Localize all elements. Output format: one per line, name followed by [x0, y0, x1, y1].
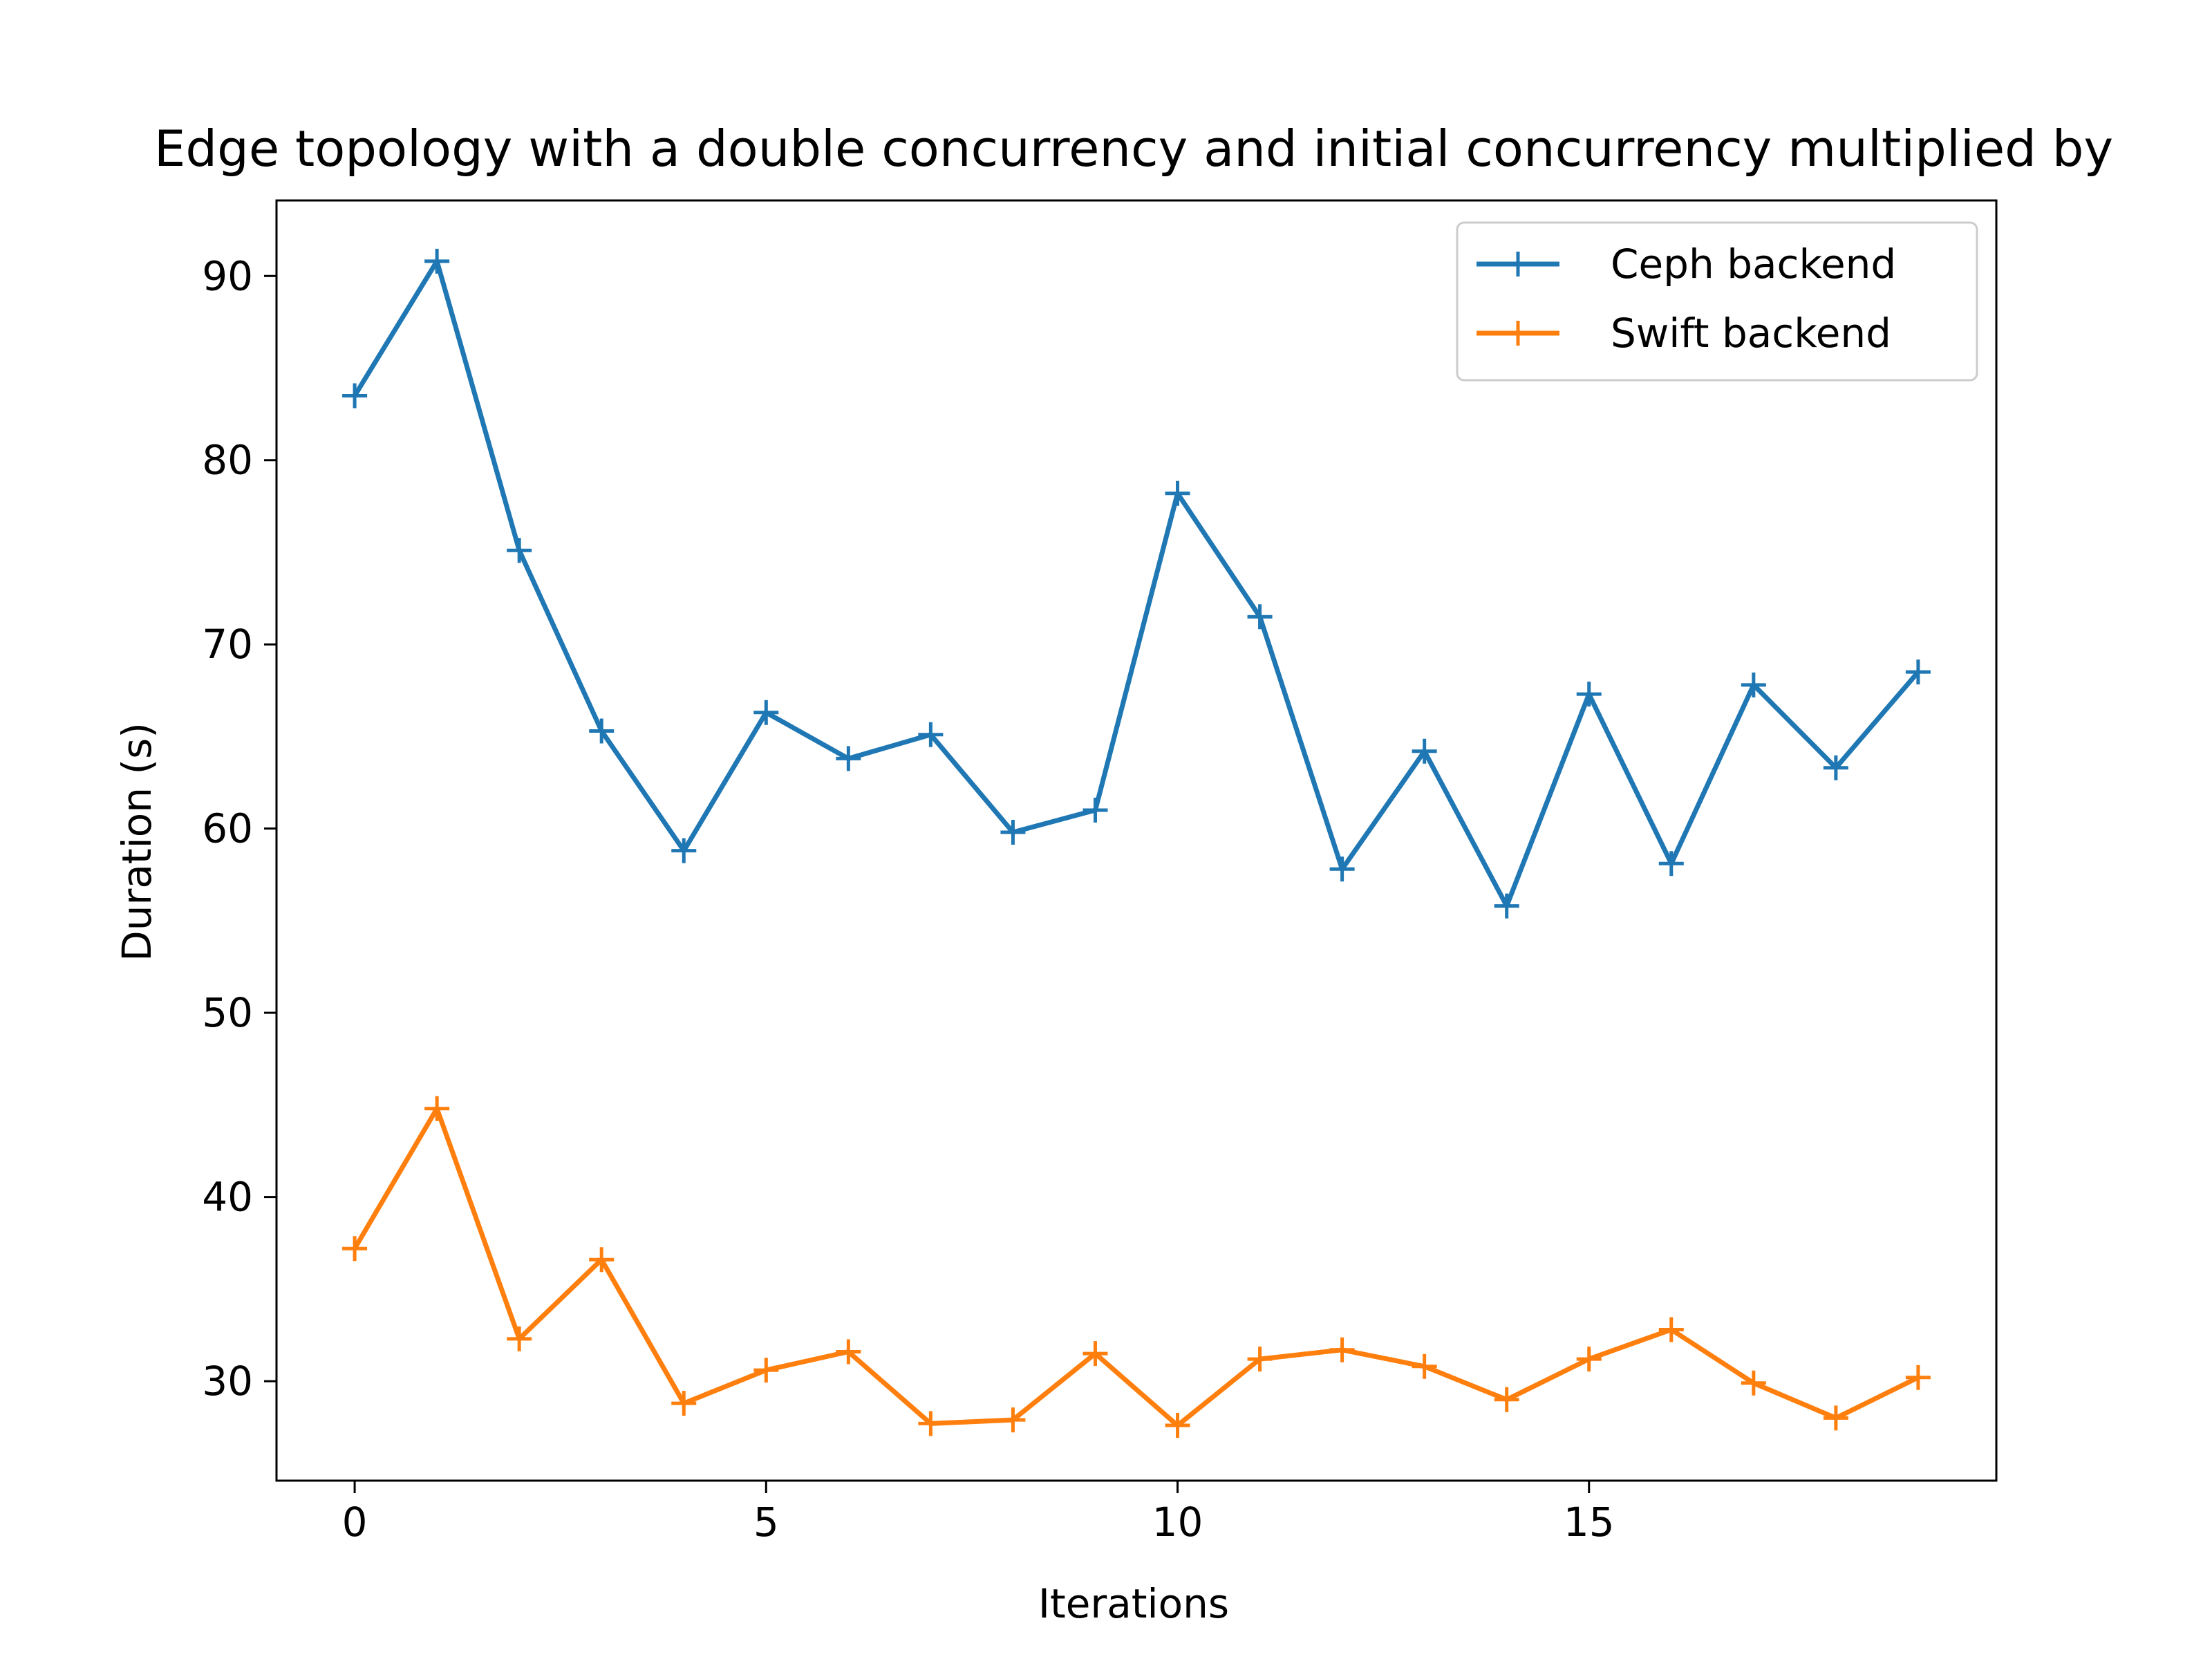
data-point	[507, 1326, 532, 1351]
legend-label: Swift backend	[1611, 310, 1891, 357]
data-point	[1000, 820, 1026, 845]
data-point	[1494, 893, 1519, 919]
data-point	[589, 718, 615, 744]
y-axis-label: Duration (s)	[113, 722, 160, 962]
chart-title: Edge topology with a double concurrency …	[154, 120, 2113, 178]
data-point	[1412, 738, 1437, 764]
data-point	[1576, 1347, 1602, 1372]
y-tick-label: 70	[202, 621, 253, 668]
series-2	[342, 1096, 1931, 1438]
y-tick-label: 80	[202, 437, 253, 484]
legend: Ceph backend Swift backend	[1456, 221, 1978, 382]
data-point	[1905, 1365, 1931, 1390]
data-point	[424, 248, 450, 274]
x-tick-label: 5	[753, 1499, 779, 1546]
y-tick-label: 50	[202, 989, 253, 1036]
y-tick-label: 40	[202, 1174, 253, 1221]
legend-box	[1456, 221, 1978, 382]
data-point	[918, 722, 944, 747]
legend-item-1: Ceph backend	[1477, 241, 1896, 288]
data-point	[1658, 851, 1684, 877]
data-point	[918, 1411, 944, 1436]
data-point	[1658, 1317, 1684, 1342]
x-tick-label: 10	[1152, 1499, 1203, 1546]
data-point	[753, 700, 779, 725]
data-point	[1165, 480, 1190, 506]
x-axis-label: Iterations	[1038, 1580, 1229, 1627]
data-point	[424, 1096, 450, 1121]
data-point	[1165, 1413, 1190, 1438]
axes-frame	[275, 199, 1998, 1482]
y-tick-label: 60	[202, 805, 253, 852]
data-point	[1412, 1353, 1437, 1379]
x-tick-label: 0	[342, 1499, 368, 1546]
data-point	[753, 1358, 779, 1383]
legend-marker	[1506, 252, 1530, 276]
data-point	[1000, 1407, 1026, 1433]
data-point	[342, 383, 368, 409]
y-tick-label: 30	[202, 1358, 253, 1405]
y-tick-label: 90	[202, 252, 253, 299]
data-point	[1082, 1341, 1108, 1367]
series-line-1	[351, 259, 1922, 909]
data-point	[1329, 856, 1355, 882]
data-point	[1247, 604, 1273, 630]
data-point	[342, 1236, 368, 1262]
legend-item-2: Swift backend	[1477, 310, 1891, 357]
legend-marker	[1506, 321, 1530, 346]
series-1	[342, 248, 1931, 919]
axes: 0 5 10 15 30 40 50 60 70 80 90	[202, 199, 1998, 1546]
data-point	[1905, 659, 1931, 685]
data-point	[1823, 755, 1848, 780]
data-point	[1082, 798, 1108, 823]
data-point	[671, 838, 697, 863]
data-point	[1494, 1387, 1519, 1412]
data-point	[507, 538, 532, 563]
data-point	[1741, 1370, 1766, 1396]
data-point	[589, 1247, 615, 1273]
series-line-2	[351, 1106, 1922, 1428]
legend-label: Ceph backend	[1611, 241, 1896, 288]
data-point	[1823, 1405, 1848, 1431]
data-point	[671, 1391, 697, 1416]
plot-area	[342, 248, 1931, 1438]
data-point	[1741, 672, 1766, 697]
data-point	[1576, 682, 1602, 707]
data-point	[836, 1339, 861, 1365]
x-tick-label: 15	[1564, 1499, 1615, 1546]
data-point	[1247, 1347, 1273, 1372]
data-point	[1329, 1337, 1355, 1362]
data-point	[836, 746, 861, 771]
